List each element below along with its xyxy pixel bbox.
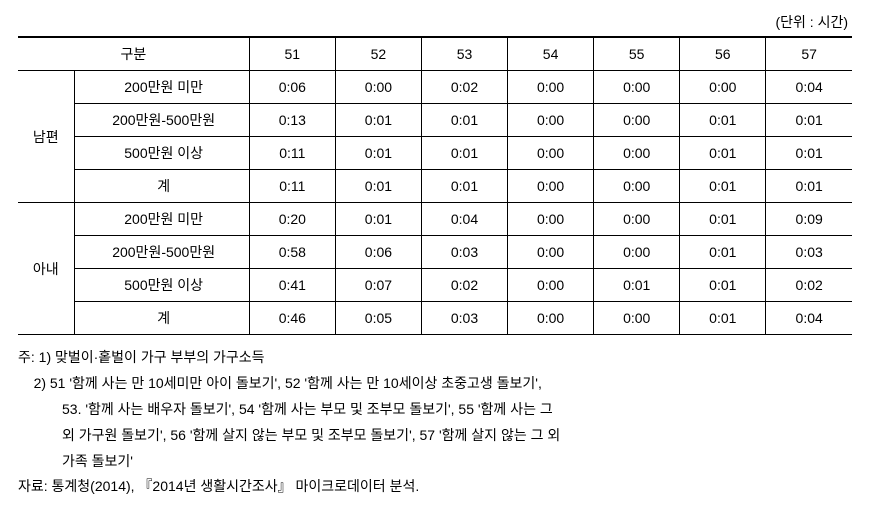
cell: 0:03 bbox=[421, 236, 507, 269]
row-label: 계 bbox=[74, 302, 249, 335]
table-row: 계 0:11 0:01 0:01 0:00 0:00 0:01 0:01 bbox=[18, 170, 852, 203]
cell: 0:01 bbox=[335, 104, 421, 137]
cell: 0:00 bbox=[508, 104, 594, 137]
header-col-57: 57 bbox=[766, 37, 852, 71]
note-line-2: 2) 51 '함께 사는 만 10세미만 아이 돌보기', 52 '함께 사는 … bbox=[18, 371, 852, 397]
cell: 0:00 bbox=[508, 236, 594, 269]
cell: 0:00 bbox=[594, 104, 680, 137]
cell: 0:46 bbox=[249, 302, 335, 335]
cell: 0:01 bbox=[421, 104, 507, 137]
group-label-wife: 아내 bbox=[18, 203, 74, 335]
cell: 0:06 bbox=[335, 236, 421, 269]
row-label: 200만원 미만 bbox=[74, 203, 249, 236]
header-col-56: 56 bbox=[680, 37, 766, 71]
cell: 0:01 bbox=[680, 170, 766, 203]
cell: 0:04 bbox=[766, 302, 852, 335]
header-col-51: 51 bbox=[249, 37, 335, 71]
header-col-52: 52 bbox=[335, 37, 421, 71]
cell: 0:02 bbox=[421, 269, 507, 302]
note-line-1: 주: 1) 맞벌이·홑벌이 가구 부부의 가구소득 bbox=[18, 345, 852, 371]
cell: 0:00 bbox=[508, 137, 594, 170]
row-label: 계 bbox=[74, 170, 249, 203]
header-col-54: 54 bbox=[508, 37, 594, 71]
cell: 0:00 bbox=[680, 71, 766, 104]
note-source: 자료: 통계청(2014), 『2014년 생활시간조사』 마이크로데이터 분석… bbox=[18, 474, 852, 500]
cell: 0:03 bbox=[766, 236, 852, 269]
cell: 0:01 bbox=[421, 137, 507, 170]
unit-label: (단위 : 시간) bbox=[18, 12, 852, 32]
header-category: 구분 bbox=[18, 37, 249, 71]
footnotes: 주: 1) 맞벌이·홑벌이 가구 부부의 가구소득 2) 51 '함께 사는 만… bbox=[18, 345, 852, 500]
cell: 0:01 bbox=[680, 104, 766, 137]
cell: 0:41 bbox=[249, 269, 335, 302]
row-label: 500만원 이상 bbox=[74, 269, 249, 302]
row-label: 200만원-500만원 bbox=[74, 236, 249, 269]
cell: 0:00 bbox=[508, 71, 594, 104]
data-table: 구분 51 52 53 54 55 56 57 남편 200만원 미만 0:06… bbox=[18, 36, 852, 335]
row-label: 500만원 이상 bbox=[74, 137, 249, 170]
cell: 0:58 bbox=[249, 236, 335, 269]
cell: 0:00 bbox=[335, 71, 421, 104]
cell: 0:00 bbox=[594, 302, 680, 335]
cell: 0:02 bbox=[421, 71, 507, 104]
cell: 0:03 bbox=[421, 302, 507, 335]
cell: 0:00 bbox=[594, 137, 680, 170]
cell: 0:01 bbox=[766, 137, 852, 170]
cell: 0:04 bbox=[766, 71, 852, 104]
cell: 0:01 bbox=[594, 269, 680, 302]
cell: 0:01 bbox=[680, 137, 766, 170]
cell: 0:04 bbox=[421, 203, 507, 236]
header-col-53: 53 bbox=[421, 37, 507, 71]
cell: 0:06 bbox=[249, 71, 335, 104]
header-col-55: 55 bbox=[594, 37, 680, 71]
cell: 0:11 bbox=[249, 137, 335, 170]
cell: 0:01 bbox=[766, 104, 852, 137]
table-row: 500만원 이상 0:41 0:07 0:02 0:00 0:01 0:01 0… bbox=[18, 269, 852, 302]
cell: 0:00 bbox=[508, 269, 594, 302]
table-row: 남편 200만원 미만 0:06 0:00 0:02 0:00 0:00 0:0… bbox=[18, 71, 852, 104]
note-line-3: 53. '함께 사는 배우자 돌보기', 54 '함께 사는 부모 및 조부모 … bbox=[18, 397, 852, 423]
cell: 0:01 bbox=[335, 170, 421, 203]
cell: 0:00 bbox=[594, 71, 680, 104]
cell: 0:13 bbox=[249, 104, 335, 137]
cell: 0:01 bbox=[680, 302, 766, 335]
cell: 0:01 bbox=[680, 269, 766, 302]
cell: 0:00 bbox=[594, 203, 680, 236]
row-label: 200만원 미만 bbox=[74, 71, 249, 104]
cell: 0:01 bbox=[335, 203, 421, 236]
table-row: 500만원 이상 0:11 0:01 0:01 0:00 0:00 0:01 0… bbox=[18, 137, 852, 170]
cell: 0:01 bbox=[766, 170, 852, 203]
cell: 0:00 bbox=[594, 236, 680, 269]
note-line-4: 외 가구원 돌보기', 56 '함께 살지 않는 부모 및 조부모 돌보기', … bbox=[18, 423, 852, 449]
cell: 0:00 bbox=[594, 170, 680, 203]
cell: 0:07 bbox=[335, 269, 421, 302]
table-row: 아내 200만원 미만 0:20 0:01 0:04 0:00 0:00 0:0… bbox=[18, 203, 852, 236]
note-line-5: 가족 돌보기' bbox=[18, 449, 852, 475]
cell: 0:00 bbox=[508, 170, 594, 203]
table-row: 200만원-500만원 0:13 0:01 0:01 0:00 0:00 0:0… bbox=[18, 104, 852, 137]
group-label-husband: 남편 bbox=[18, 71, 74, 203]
table-row: 계 0:46 0:05 0:03 0:00 0:00 0:01 0:04 bbox=[18, 302, 852, 335]
cell: 0:01 bbox=[421, 170, 507, 203]
cell: 0:20 bbox=[249, 203, 335, 236]
note-line-2-text: 2) 51 '함께 사는 만 10세미만 아이 돌보기', 52 '함께 사는 … bbox=[34, 375, 542, 391]
row-label: 200만원-500만원 bbox=[74, 104, 249, 137]
cell: 0:00 bbox=[508, 302, 594, 335]
cell: 0:09 bbox=[766, 203, 852, 236]
cell: 0:01 bbox=[680, 203, 766, 236]
table-row: 200만원-500만원 0:58 0:06 0:03 0:00 0:00 0:0… bbox=[18, 236, 852, 269]
cell: 0:05 bbox=[335, 302, 421, 335]
table-header-row: 구분 51 52 53 54 55 56 57 bbox=[18, 37, 852, 71]
cell: 0:01 bbox=[680, 236, 766, 269]
cell: 0:01 bbox=[335, 137, 421, 170]
cell: 0:11 bbox=[249, 170, 335, 203]
cell: 0:02 bbox=[766, 269, 852, 302]
cell: 0:00 bbox=[508, 203, 594, 236]
